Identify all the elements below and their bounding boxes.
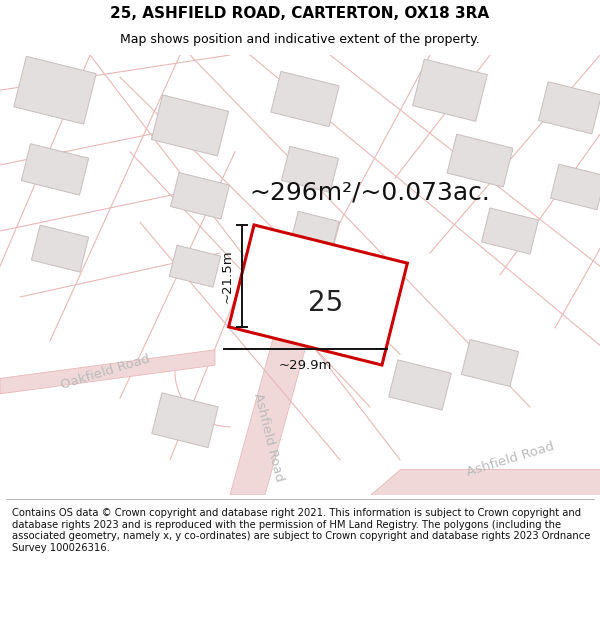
Polygon shape <box>389 360 451 410</box>
Polygon shape <box>413 59 487 121</box>
Polygon shape <box>291 211 339 251</box>
Text: ~296m²/~0.073ac.: ~296m²/~0.073ac. <box>250 181 490 205</box>
Polygon shape <box>538 82 600 134</box>
Polygon shape <box>151 95 229 156</box>
Polygon shape <box>152 392 218 448</box>
Text: 25: 25 <box>308 289 344 317</box>
Text: Oakfield Road: Oakfield Road <box>59 352 151 392</box>
Polygon shape <box>229 225 407 365</box>
Text: Ashfield Road: Ashfield Road <box>464 440 556 479</box>
Polygon shape <box>447 134 513 187</box>
Polygon shape <box>21 144 89 195</box>
Text: Ashfield Road: Ashfield Road <box>251 392 286 484</box>
Polygon shape <box>370 469 600 495</box>
Polygon shape <box>14 56 96 124</box>
Polygon shape <box>271 71 339 127</box>
Polygon shape <box>169 245 221 287</box>
Text: Map shows position and indicative extent of the property.: Map shows position and indicative extent… <box>120 33 480 46</box>
Text: ~21.5m: ~21.5m <box>221 249 234 302</box>
Text: 25, ASHFIELD ROAD, CARTERTON, OX18 3RA: 25, ASHFIELD ROAD, CARTERTON, OX18 3RA <box>110 6 490 21</box>
Polygon shape <box>461 339 518 386</box>
Polygon shape <box>550 164 600 210</box>
Text: ~29.9m: ~29.9m <box>278 359 332 372</box>
Polygon shape <box>31 225 89 272</box>
Polygon shape <box>230 222 340 495</box>
Polygon shape <box>0 350 215 394</box>
Polygon shape <box>482 208 538 254</box>
Polygon shape <box>281 146 338 192</box>
Text: Contains OS data © Crown copyright and database right 2021. This information is : Contains OS data © Crown copyright and d… <box>12 508 590 552</box>
Polygon shape <box>170 173 229 219</box>
